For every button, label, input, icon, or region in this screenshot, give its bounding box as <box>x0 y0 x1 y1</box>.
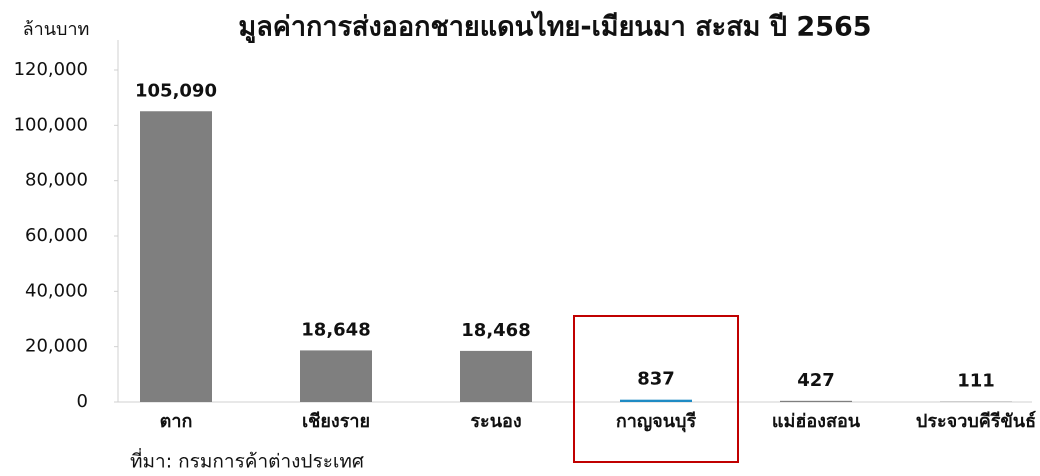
x-tick-label: ตาก <box>160 411 193 432</box>
bar <box>780 400 852 402</box>
y-tick-label: 80,000 <box>25 170 88 191</box>
y-tick-label: 60,000 <box>25 225 88 246</box>
bar <box>460 350 532 402</box>
data-label: 111 <box>957 371 995 392</box>
data-label: 18,648 <box>301 319 370 340</box>
data-label: 105,090 <box>135 80 217 101</box>
x-tick-label: กาญจนบุรี <box>616 411 697 433</box>
bar <box>140 111 212 402</box>
data-label: 427 <box>797 370 835 391</box>
y-tick-label: 100,000 <box>14 114 88 135</box>
x-tick-label: ระนอง <box>470 411 521 432</box>
y-tick-label: 20,000 <box>25 336 88 357</box>
x-tick-label: เชียงราย <box>302 411 370 432</box>
y-axis-label: ล้านบาท <box>23 19 90 40</box>
data-label: 18,468 <box>461 320 530 341</box>
highlight-box <box>573 315 739 463</box>
bar <box>300 350 372 402</box>
y-tick-label: 40,000 <box>25 280 88 301</box>
x-tick-label: ประจวบคีรีขันธ์ <box>916 410 1036 432</box>
source-note: ที่มา: กรมการค้าต่างประเทศ <box>130 448 364 473</box>
chart-title: มูลค่าการส่งออกชายแดนไทย-เมียนมา สะสม ปี… <box>238 11 871 44</box>
bar <box>620 399 692 402</box>
y-tick-label: 120,000 <box>14 59 88 80</box>
data-label: 837 <box>637 369 675 390</box>
x-tick-label: แม่ฮ่องสอน <box>772 411 861 432</box>
y-tick-label: 0 <box>77 391 88 412</box>
